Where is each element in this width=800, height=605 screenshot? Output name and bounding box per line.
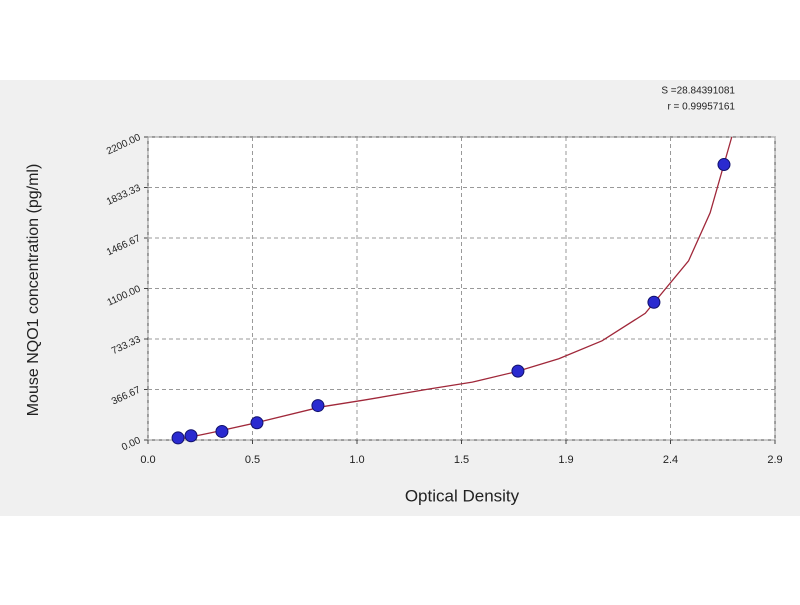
annotation: S =28.84391081 bbox=[661, 86, 735, 97]
data-point bbox=[717, 158, 731, 172]
marks bbox=[175, 136, 733, 440]
y-axis-label: Mouse NQO1 concentration (pg/ml) bbox=[25, 164, 42, 417]
x-tick-label: 0.0 bbox=[140, 454, 155, 466]
data-point bbox=[184, 429, 198, 443]
x-tick-label: 1.9 bbox=[558, 454, 573, 466]
grid bbox=[144, 136, 776, 444]
data-point bbox=[215, 424, 229, 438]
data-point bbox=[511, 364, 525, 378]
data-point bbox=[250, 416, 264, 430]
fit-curve bbox=[175, 136, 733, 440]
x-tick-label: 0.5 bbox=[245, 454, 260, 466]
x-tick-label: 2.9 bbox=[767, 454, 782, 466]
data-point bbox=[647, 295, 661, 309]
data-point bbox=[311, 399, 325, 413]
x-axis-label: Optical Density bbox=[405, 486, 520, 505]
data-point bbox=[171, 431, 185, 445]
x-tick-label: 1.0 bbox=[349, 454, 364, 466]
x-tick-label: 2.4 bbox=[663, 454, 678, 466]
x-tick-label: 1.5 bbox=[454, 454, 469, 466]
annotation: r = 0.99957161 bbox=[667, 102, 735, 113]
